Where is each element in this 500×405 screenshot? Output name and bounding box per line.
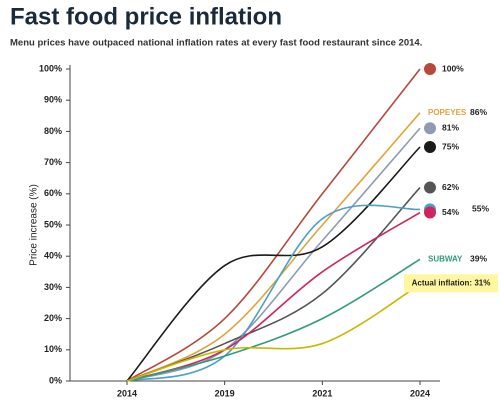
chart-title: Fast food price inflation — [10, 3, 282, 30]
y-tick-label: 20% — [44, 313, 62, 323]
brand-logo — [424, 63, 436, 75]
y-tick-label: 90% — [44, 95, 62, 105]
y-tick-label: 10% — [44, 344, 62, 354]
y-tick-label: 50% — [44, 219, 62, 229]
chart-subtitle: Menu prices have outpaced national infla… — [10, 38, 422, 49]
end-label: 100% — [442, 63, 464, 73]
end-label: 54% — [442, 207, 459, 217]
end-label: 81% — [442, 123, 459, 133]
x-tick-label: 2024 — [410, 388, 430, 398]
y-tick-label: 70% — [44, 157, 62, 167]
end-label: Actual inflation: 31% — [412, 278, 491, 287]
end-label: 86% — [470, 107, 487, 117]
series-line — [126, 68, 421, 382]
y-tick-label: 80% — [44, 126, 62, 136]
series-line — [126, 258, 421, 382]
x-tick-label: 2021 — [312, 388, 332, 398]
brand-logo — [424, 181, 436, 194]
x-tick-label: 2019 — [215, 388, 235, 398]
y-tick-label: 60% — [44, 188, 62, 198]
end-label: 62% — [442, 182, 459, 192]
series-line — [126, 211, 421, 382]
series-name: SUBWAY — [428, 254, 463, 263]
brand-logo — [424, 206, 436, 219]
end-label: 55% — [472, 204, 489, 214]
end-label: 39% — [470, 254, 487, 264]
y-tick-label: 100% — [39, 63, 62, 73]
annotation-box — [404, 274, 498, 293]
series-line — [126, 112, 421, 382]
series-line — [126, 283, 421, 382]
series-name: POPEYES — [428, 108, 467, 117]
y-tick-label: 40% — [44, 251, 62, 261]
y-axis-label: Price increase (%) — [29, 184, 40, 266]
brand-logo — [424, 122, 436, 135]
y-tick-label: 0% — [49, 375, 62, 385]
brand-logo — [424, 141, 436, 153]
end-label: 75% — [442, 141, 459, 151]
series-line — [126, 204, 421, 382]
series-line — [126, 127, 421, 382]
x-tick-label: 2014 — [117, 388, 137, 398]
y-tick-label: 30% — [44, 282, 62, 292]
series-line — [126, 146, 421, 382]
